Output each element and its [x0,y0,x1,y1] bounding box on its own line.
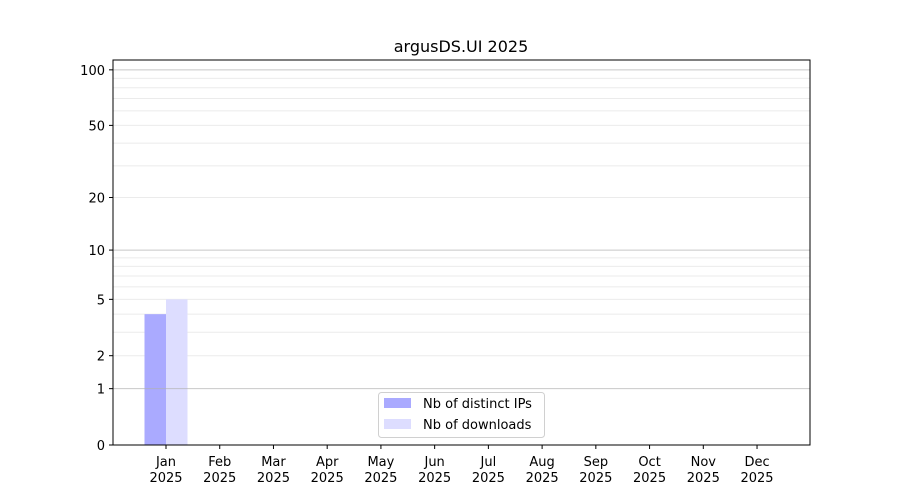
x-tick-label: Sep 2025 [579,455,612,486]
legend-swatch [384,398,411,408]
legend: Nb of distinct IPs Nb of downloads [378,392,545,438]
y-tick-label: 0 [97,439,105,454]
axes: 0 1 2 5 10 20 50 100 Jan 2025 Feb 2025 Mar 2025 Apr 202… [80,59,811,486]
legend-box [378,392,545,438]
x-tick-label: Mar 2025 [257,455,290,486]
x-tick-label: Nov 2025 [687,455,720,486]
x-tick-label: May 2025 [364,455,397,486]
y-tick-label: 1 [97,383,105,398]
grid [113,77,810,357]
x-tick-label: Jan 2025 [149,455,182,486]
x-tick-label: Feb 2025 [203,455,236,486]
bar [144,314,166,445]
y-tick-label: 2 [97,350,105,365]
x-tick-label: Dec 2025 [740,455,773,486]
chart-title: argusDS.UI 2025 [394,37,529,56]
legend-swatch [384,419,411,429]
y-tick-label: 20 [88,192,105,207]
legend-label: Nb of distinct IPs [423,397,532,412]
y-tick-label: 5 [97,293,105,308]
bars [113,69,810,445]
x-tick-label: Oct 2025 [633,455,666,486]
x-tick-label: Jul 2025 [472,455,505,486]
x-tick-label: Jun 2025 [418,455,451,486]
plot-frame [112,59,811,446]
x-tick-label: Apr 2025 [311,455,344,486]
y-tick-label: 100 [80,64,105,79]
bar [166,299,188,445]
x-tick-label: Aug 2025 [526,455,559,486]
legend-label: Nb of downloads [423,418,532,433]
y-tick-label: 50 [88,119,105,134]
y-tick-label: 10 [88,244,105,259]
